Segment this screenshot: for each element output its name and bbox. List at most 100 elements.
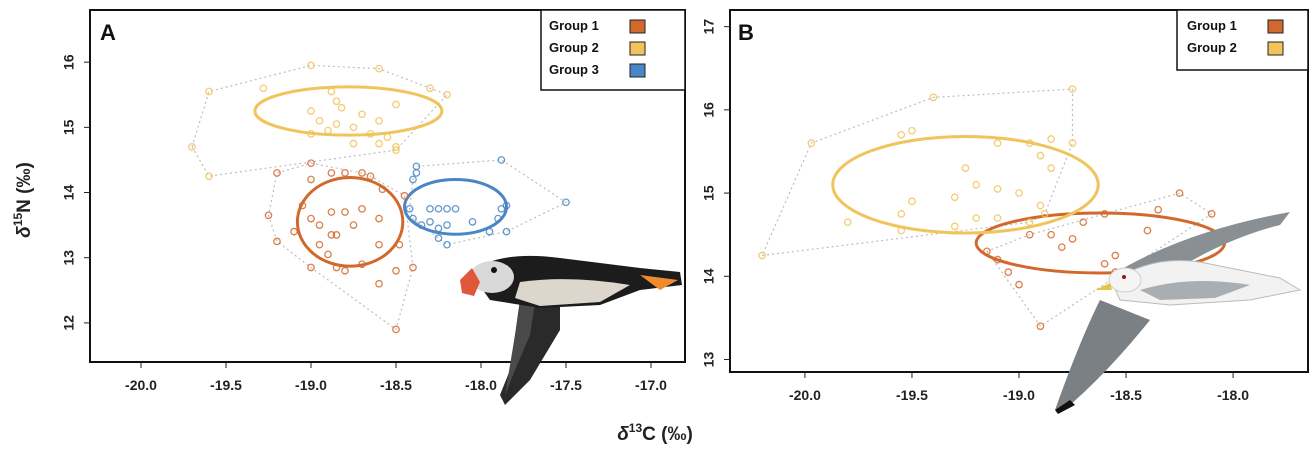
data-point-a-group-1 (341, 169, 349, 177)
data-point-b-group-1 (1111, 251, 1120, 260)
data-point-b-group-2 (929, 93, 938, 102)
panel-b-frame (729, 9, 1309, 373)
data-point-a-group-2 (358, 110, 366, 119)
data-point-a-group-2 (375, 139, 383, 148)
data-point-a-group-1 (307, 263, 315, 272)
gull-head (1108, 267, 1142, 293)
data-point-a-group-1 (358, 204, 366, 213)
data-point-b-group-2 (908, 197, 916, 206)
data-point-a-group-1 (332, 263, 341, 272)
data-point-a-group-2 (332, 97, 341, 106)
panel-b-x-axis: -20.0 -19.5 -19.0 -18.5 -18.0 (789, 373, 1249, 403)
data-point-a-group-2 (375, 64, 383, 73)
panel-b-legend-box (1176, 9, 1309, 71)
data-point-a-group-2 (205, 172, 213, 181)
x-tick-label: -19.5 (210, 377, 242, 393)
y-tick-label: 13 (701, 352, 717, 368)
data-point-a-group-1 (264, 211, 273, 220)
data-point-a-group-1 (327, 169, 336, 177)
data-point-b-group-1 (1004, 268, 1013, 276)
data-point-b-group-2 (843, 218, 852, 227)
legend-b-group-1-label: Group 1 (1187, 18, 1237, 33)
panel-a: A -20.0 -19.5 -19.0 -18.5 -18.0 -17.5 -17.0 12… (61, 9, 686, 393)
data-point-a-group-2 (349, 139, 358, 148)
data-point-a-group-3 (468, 218, 477, 226)
data-point-a-group-3 (417, 221, 426, 229)
data-point-a-group-2 (366, 130, 375, 138)
panel-a-x-axis: -20.0 -19.5 -19.0 -18.5 -18.0 -17.5 -17.0 (125, 363, 667, 393)
data-point-a-group-1 (290, 227, 298, 236)
data-point-a-group-2 (375, 116, 383, 125)
x-axis-title: δ13C (‰) (617, 421, 693, 445)
data-point-a-group-1 (307, 159, 315, 168)
data-point-a-group-2 (426, 84, 434, 93)
data-point-b-group-1 (1154, 205, 1162, 214)
gull-back (1140, 281, 1250, 300)
data-point-a-group-2 (392, 143, 400, 151)
data-point-a-group-2 (443, 90, 451, 99)
data-point-a-group-1 (400, 191, 409, 200)
y-tick-label: 16 (701, 102, 717, 118)
panel-a-legend: Group 1 Group 2 Group 3 (540, 9, 686, 91)
data-point-b-group-1 (1025, 230, 1034, 239)
kittiwake-gull-illustration (1055, 212, 1302, 414)
data-point-b-group-1 (1057, 243, 1066, 252)
data-point-a-group-1 (327, 208, 336, 216)
data-point-a-group-1 (298, 201, 307, 210)
x-tick-label: -20.0 (789, 387, 821, 403)
data-point-a-group-3 (562, 198, 570, 207)
data-point-b-group-1 (1036, 322, 1045, 331)
data-point-b-group-2 (758, 251, 766, 260)
legend-a-group-1-label: Group 1 (549, 18, 599, 33)
atlantic-puffin-illustration (460, 255, 682, 405)
gull-beak (1095, 283, 1112, 290)
y-tick-label: 14 (61, 185, 77, 201)
legend-b-group-2-swatch (1267, 41, 1284, 56)
data-point-a-group-2 (307, 61, 315, 70)
ellipse-b-group-2 (831, 134, 1100, 235)
y-tick-label: 12 (61, 315, 77, 331)
x-tick-label: -18.0 (465, 377, 497, 393)
data-point-b-group-2 (961, 164, 970, 172)
data-point-b-group-1 (1100, 259, 1109, 268)
data-point-b-group-2 (897, 226, 906, 235)
data-point-a-group-1 (332, 231, 341, 239)
ellipse-a-group-3 (403, 177, 508, 236)
y-tick-label: 14 (701, 268, 717, 284)
panel-b-y-axis: 13 14 15 16 17 (701, 19, 730, 368)
data-point-b-group-2 (950, 222, 959, 231)
hull-b-group-1 (985, 192, 1213, 328)
y-tick-label: 15 (61, 119, 77, 135)
y-tick-label: 15 (701, 185, 717, 201)
data-point-a-group-2 (315, 116, 324, 125)
puffin-wing (500, 300, 560, 405)
data-point-b-group-2 (1025, 218, 1034, 227)
data-point-a-group-1 (315, 221, 324, 229)
panel-a-hulls (191, 64, 568, 331)
data-point-b-group-1 (1079, 218, 1088, 227)
puffin-feet (640, 275, 678, 290)
data-point-a-group-1 (307, 175, 315, 184)
data-point-b-group-2 (1047, 164, 1055, 172)
hull-a-group-3 (408, 159, 568, 246)
y-axis-title: δ15N (‰) (11, 162, 35, 238)
data-point-b-group-2 (897, 210, 906, 218)
data-point-a-group-2 (307, 107, 315, 115)
data-point-a-group-1 (273, 237, 281, 246)
data-point-a-group-2 (349, 123, 358, 132)
data-point-b-group-2 (807, 139, 816, 147)
data-point-a-group-3 (412, 169, 421, 177)
panel-b-legend: Group 1 Group 2 (1176, 9, 1309, 71)
data-point-b-group-2 (1015, 189, 1023, 197)
data-point-a-group-3 (485, 227, 494, 236)
panel-a-legend-box (540, 9, 686, 91)
x-tick-label: -19.5 (896, 387, 928, 403)
panel-b-label: B (738, 20, 754, 45)
legend-b-group-2-label: Group 2 (1187, 40, 1237, 55)
data-point-b-group-1 (1100, 210, 1109, 218)
data-point-a-group-1 (395, 240, 404, 249)
data-point-b-group-2 (897, 130, 906, 139)
data-point-b-group-1 (1047, 230, 1055, 239)
data-point-a-group-1 (378, 185, 387, 194)
data-point-a-group-3 (502, 227, 511, 236)
